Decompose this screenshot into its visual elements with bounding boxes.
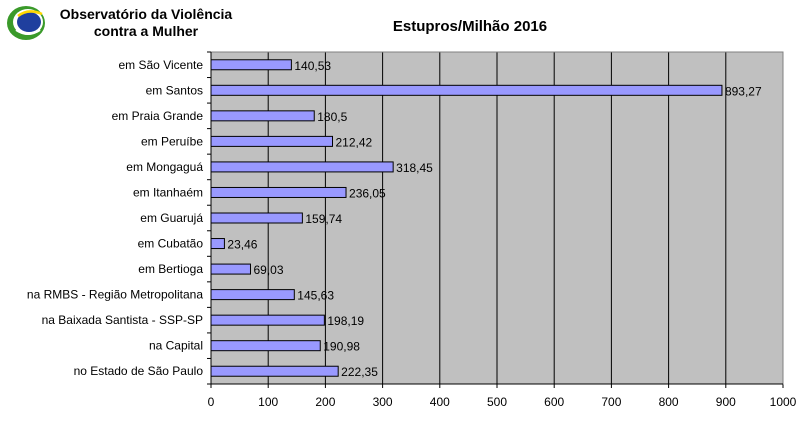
bar <box>210 212 303 224</box>
x-tick-label: 800 <box>659 395 679 409</box>
category-label: na Capital <box>149 339 203 353</box>
category-label: em Bertioga <box>138 262 203 276</box>
organization-name: Observatório da Violência contra a Mulhe… <box>46 6 246 40</box>
bar <box>210 110 315 122</box>
category-label: em Peruíbe <box>141 134 203 148</box>
bar <box>210 365 339 377</box>
data-label: 893,27 <box>725 84 762 98</box>
bar <box>210 289 295 301</box>
category-label: em Guarujá <box>140 211 203 225</box>
category-label: em São Vicente <box>119 58 204 72</box>
x-tick-label: 600 <box>544 395 564 409</box>
category-label: no Estado de São Paulo <box>74 364 204 378</box>
bar <box>210 59 292 71</box>
x-tick-label: 300 <box>373 395 393 409</box>
category-label: na RMBS - Região Metropolitana <box>27 288 203 302</box>
organization-name-line1: Observatório da Violência <box>59 6 233 22</box>
data-label: 140,53 <box>294 59 331 73</box>
data-label: 159,74 <box>305 212 342 226</box>
category-label: na Baixada Santista - SSP-SP <box>42 313 203 327</box>
x-tick-label: 700 <box>601 395 621 409</box>
data-label: 190,98 <box>323 340 360 354</box>
data-label: 318,45 <box>396 161 433 175</box>
category-label: em Cubatão <box>138 237 204 251</box>
x-tick-label: 200 <box>315 395 335 409</box>
organization-name-line2: contra a Mulher <box>93 23 199 39</box>
category-label: em Mongaguá <box>126 160 203 174</box>
bar <box>210 186 347 198</box>
bar <box>210 314 325 326</box>
bar <box>210 238 225 250</box>
x-tick-label: 900 <box>716 395 736 409</box>
data-label: 236,05 <box>349 186 386 200</box>
bar <box>210 161 394 173</box>
chart-title: Estupros/Milhão 2016 <box>392 18 548 35</box>
bar <box>210 84 723 96</box>
category-label: em Praia Grande <box>112 109 204 123</box>
data-label: 180,5 <box>317 110 347 124</box>
data-label: 222,35 <box>341 365 378 379</box>
x-tick-label: 100 <box>258 395 278 409</box>
x-tick-label: 400 <box>430 395 450 409</box>
data-label: 23,46 <box>227 238 257 252</box>
x-tick-label: 1000 <box>770 395 797 409</box>
data-label: 198,19 <box>327 314 364 328</box>
x-tick-label: 0 <box>208 395 215 409</box>
data-label: 145,63 <box>297 289 334 303</box>
data-label: 212,42 <box>336 135 373 149</box>
data-label: 69,03 <box>253 263 283 277</box>
category-label: em Itanhaém <box>133 185 203 199</box>
x-tick-label: 500 <box>487 395 507 409</box>
bar <box>210 263 251 275</box>
observatory-logo-icon <box>7 6 45 40</box>
category-label: em Santos <box>146 83 203 97</box>
bar <box>210 135 334 147</box>
bar <box>210 340 321 352</box>
